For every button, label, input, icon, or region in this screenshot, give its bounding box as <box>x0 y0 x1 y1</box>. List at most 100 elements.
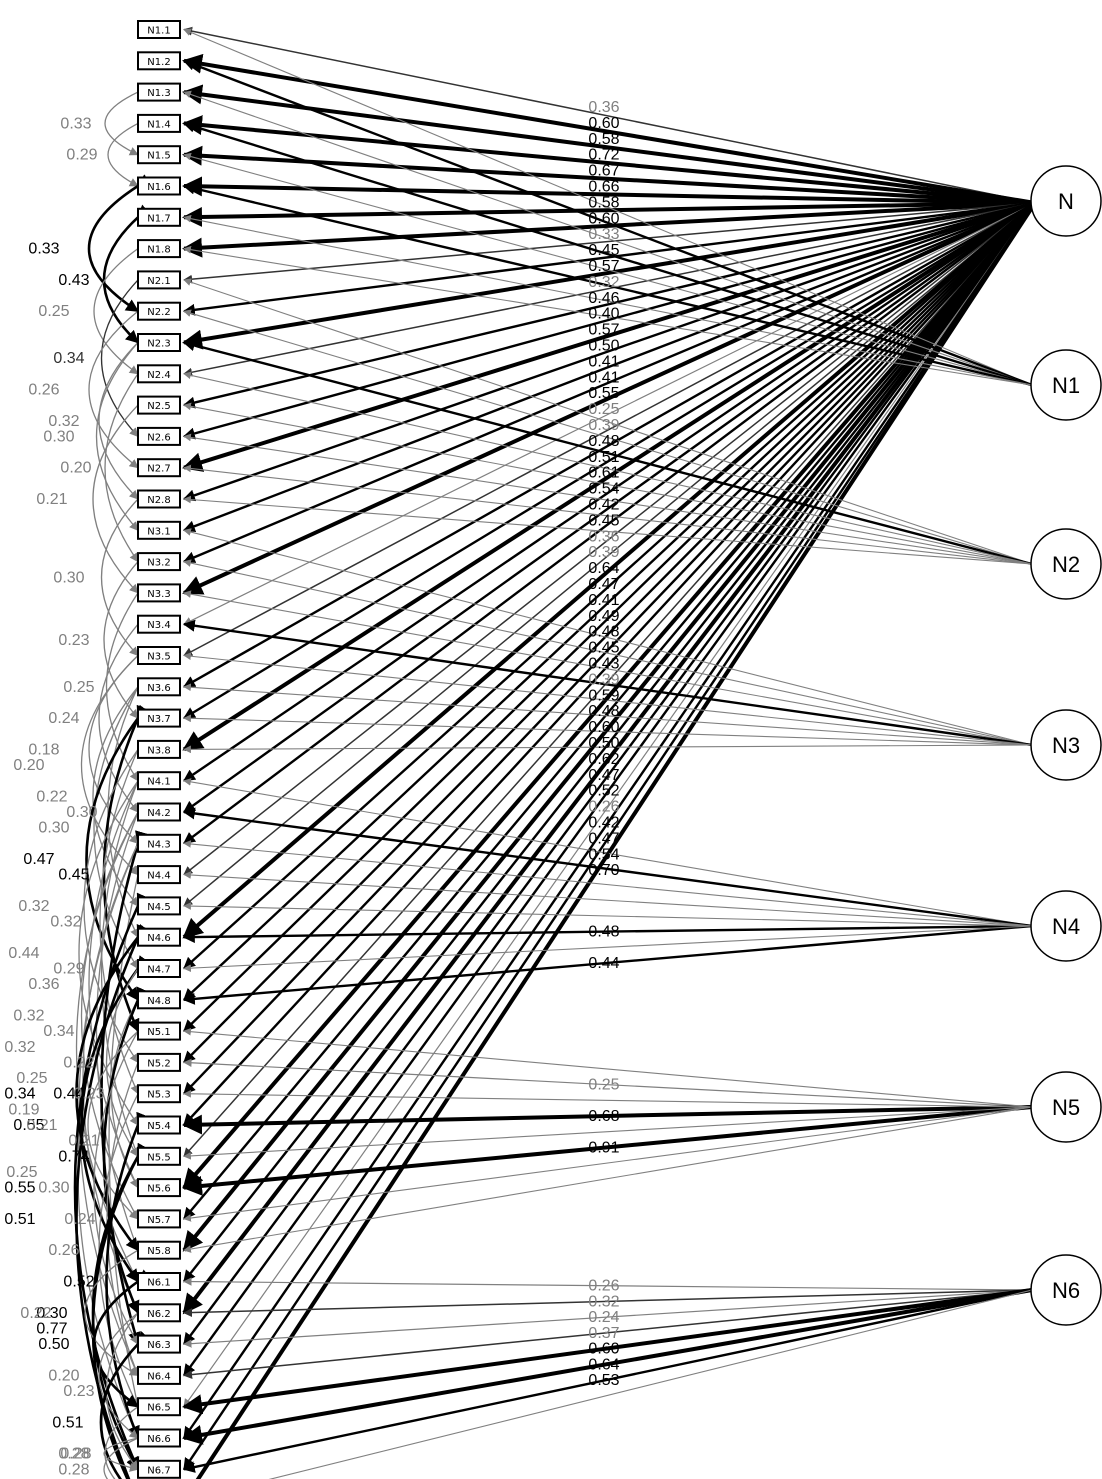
indicator-label: N5.1 <box>147 1027 170 1038</box>
indicator-n5-8: N5.8 <box>137 1240 181 1260</box>
indicator-box <box>137 395 181 415</box>
indicator-box <box>137 1084 181 1104</box>
covariance-label-n4-2-n6-1: 0.32 <box>4 1039 35 1056</box>
covariance-arc-n4-8-n6-2 <box>102 986 149 1314</box>
loading-label-n4-n4-8: 0.44 <box>588 955 619 972</box>
covariance-labels: 0.330.290.330.430.250.340.260.320.300.20… <box>4 115 104 1478</box>
indicator-label: N3.3 <box>147 589 170 600</box>
loading-path-n-n5-6 <box>182 201 1037 1190</box>
loading-path-n5-n5-5 <box>183 1106 1033 1160</box>
indicator-n5-1: N5.1 <box>137 1021 181 1041</box>
covariance-label-n3-8-n5-3: 0.32 <box>50 914 81 931</box>
indicator-label: N4.6 <box>147 933 170 944</box>
loading-path-n3-n3-7 <box>183 714 1033 746</box>
loading-path-n-n3-6 <box>182 201 1036 688</box>
indicator-n3-1: N3.1 <box>137 520 181 540</box>
covariance-arc-n6-5-n6-8 <box>104 1398 148 1479</box>
covariance-label-n5-1-n5-7: 0.21 <box>26 1117 57 1134</box>
covariance-label-n4-8-n6-2: 0.74 <box>58 1148 89 1165</box>
loading-label-n6-n6-2: 0.32 <box>588 1293 619 1310</box>
indicator-label: N3.8 <box>147 745 170 756</box>
indicator-box <box>137 1209 181 1229</box>
indicator-box <box>137 896 181 916</box>
covariance-label-n5-1-n6-3: 0.30 <box>38 1180 69 1197</box>
indicator-label: N4.4 <box>147 871 170 882</box>
loading-path-n-n1-1 <box>183 26 1036 204</box>
loading-path-n-n6-5 <box>183 202 1036 1408</box>
indicator-label: N1.7 <box>147 213 170 224</box>
covariance-label-n6-6-n6-8: 0.28 <box>58 1461 89 1478</box>
covariance-label-n4-6-n5-8: 0.34 <box>4 1086 35 1103</box>
covariance-label-n4-1-n5-6: 0.36 <box>28 976 59 993</box>
latent-circle <box>1030 1254 1102 1326</box>
covariance-arc-n6-6-n6-8 <box>103 1430 148 1479</box>
indicator-n1-4: N1.4 <box>137 113 181 133</box>
covariance-label-n3-3-n4-1: 0.25 <box>63 679 94 696</box>
indicator-n3-2: N3.2 <box>137 552 181 572</box>
loading-path-n-n3-2 <box>182 201 1036 563</box>
indicator-n6-4: N6.4 <box>137 1365 181 1385</box>
covariance-label-n3-7-n5-1: 0.45 <box>58 867 89 884</box>
loading-path-n-n1-8 <box>182 201 1036 258</box>
indicator-label: N6.4 <box>147 1371 170 1382</box>
indicator-n4-4: N4.4 <box>137 865 181 885</box>
loading-path-n-n1-6 <box>182 176 1036 205</box>
indicator-box <box>137 1303 181 1323</box>
covariance-label-n3-6-n4-6: 0.30 <box>66 804 97 821</box>
indicator-box <box>137 145 181 165</box>
indicator-box <box>137 927 181 947</box>
covariance-label-n2-3-n2-8: 0.32 <box>48 413 79 430</box>
loading-label-n-26: 0.45 <box>588 512 619 529</box>
covariance-label-n4-3-n6-4: 0.19 <box>8 1101 39 1118</box>
covariance-label-n6-2-n6-6: 0.20 <box>48 1367 79 1384</box>
loading-path-n-n1-7 <box>182 201 1036 227</box>
covariance-label-n5-2-n6-4: 0.24 <box>64 1211 95 1228</box>
loading-path-n3-n3-2 <box>183 559 1033 746</box>
covariance-label-n3-4-n4-2: 0.24 <box>48 710 79 727</box>
indicator-label: N5.5 <box>147 1152 170 1163</box>
covariance-arc-n2-8-n3-5 <box>100 489 147 657</box>
latent-circle <box>1030 890 1102 962</box>
indicator-n5-2: N5.2 <box>137 1052 181 1072</box>
loading-path-n2-n2-5 <box>183 402 1033 565</box>
indicator-n4-2: N4.2 <box>137 802 181 822</box>
covariance-arc-n5-1-n6-3 <box>93 1021 146 1345</box>
latent-label: N <box>1058 189 1074 214</box>
loading-path-n-n2-4 <box>183 202 1036 377</box>
loading-path-n6-n6-5 <box>182 1288 1033 1415</box>
indicator-label: N1.8 <box>147 245 170 256</box>
loading-label-n-8: 0.33 <box>588 226 619 243</box>
loading-path-n1-n1-3 <box>183 90 1033 386</box>
covariance-label-n2-4-n3-2: 0.20 <box>60 460 91 477</box>
loading-path-n-n2-7 <box>182 201 1036 472</box>
loading-labels: 0.360.600.580.720.670.660.580.600.330.45… <box>588 99 619 1389</box>
loading-path-n-n6-3 <box>183 202 1036 1346</box>
loading-label-n-29: 0.64 <box>588 560 619 577</box>
indicator-box <box>137 865 181 885</box>
latent-circle <box>1030 349 1102 421</box>
covariance-arc-n3-2-n3-7 <box>103 552 147 719</box>
latent-n3: N3 <box>1030 709 1102 781</box>
covariance-label-n5-4-n6-6: 0.52 <box>63 1274 94 1291</box>
covariance-label-n1-6-n2-2: 0.33 <box>28 241 59 258</box>
loading-path-n-n2-8 <box>182 201 1036 502</box>
indicator-box <box>137 959 181 978</box>
loading-label-n-33: 0.48 <box>588 624 619 641</box>
loading-path-n2-n2-4 <box>183 371 1033 565</box>
indicator-label: N2.7 <box>147 464 170 475</box>
indicator-box <box>137 1052 181 1072</box>
loading-path-n-n1-3 <box>182 84 1036 205</box>
loading-path-n2-n2-8 <box>183 495 1033 565</box>
loading-label-n6-n6-6: 0.64 <box>588 1356 619 1373</box>
loading-path-n-n5-7 <box>183 202 1036 1220</box>
loading-label-n-22: 0.51 <box>588 449 619 466</box>
loading-label-n6-n6-3: 0.24 <box>588 1309 619 1326</box>
residual-covariance-arcs <box>73 84 152 1479</box>
covariance-label-n1-4-n1-6: 0.29 <box>66 147 97 164</box>
indicator-box <box>137 1397 181 1417</box>
loading-path-n-n6-7 <box>183 202 1036 1471</box>
loading-label-n-30: 0.47 <box>588 576 619 593</box>
covariance-label-n2-5-n3-3: 0.21 <box>36 491 67 508</box>
loading-label-n6-n6-1: 0.26 <box>588 1278 619 1295</box>
indicator-label: N6.3 <box>147 1340 170 1351</box>
